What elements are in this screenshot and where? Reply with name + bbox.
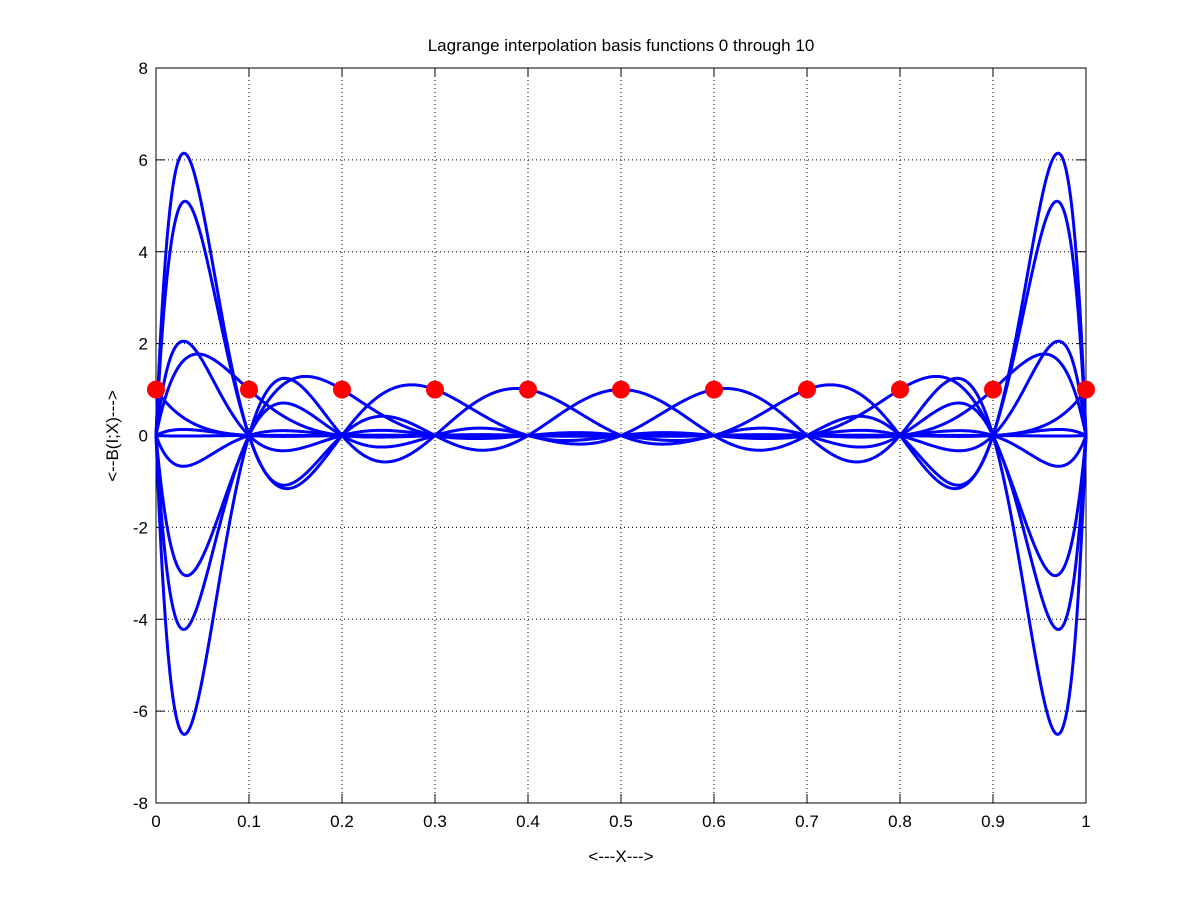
x-tick-label: 0.1 — [237, 812, 261, 831]
node-marker — [705, 380, 723, 399]
chart-title: Lagrange interpolation basis functions 0… — [428, 36, 815, 55]
x-tick-label: 0 — [151, 812, 160, 831]
ticks: 0 0.1 0.2 0.3 0.4 0.5 0.6 0.7 0.8 0.9 1 -8 -6 -4 -2 0 2 4… — [133, 59, 1091, 831]
node-marker — [891, 380, 909, 399]
node-marker — [612, 380, 630, 399]
x-tick-label: 0.4 — [516, 812, 540, 831]
x-tick-label: 0.5 — [609, 812, 633, 831]
y-tick-label: -4 — [133, 610, 148, 629]
node-marker — [333, 380, 351, 399]
y-tick-label: 8 — [139, 59, 148, 78]
x-tick-label: 0.3 — [423, 812, 447, 831]
x-tick-label: 0.9 — [981, 812, 1005, 831]
node-marker — [426, 380, 444, 399]
x-tick-label: 0.6 — [702, 812, 726, 831]
node-marker — [519, 380, 537, 399]
x-axis-label: <---X---> — [588, 847, 653, 866]
y-tick-label: -2 — [133, 518, 148, 537]
y-tick-label: 0 — [139, 427, 148, 446]
y-tick-label: -8 — [133, 794, 148, 813]
basis-curves — [154, 151, 1088, 736]
node-marker — [240, 380, 258, 399]
node-markers — [147, 380, 1095, 399]
y-tick-label: 2 — [139, 335, 148, 354]
y-tick-label: -6 — [133, 702, 148, 721]
y-axis-label: <--B(I;X)---> — [103, 390, 122, 482]
node-marker — [147, 380, 165, 399]
y-tick-label: 4 — [139, 243, 148, 262]
node-marker — [798, 380, 816, 399]
node-marker — [984, 380, 1002, 399]
x-tick-label: 0.8 — [888, 812, 912, 831]
x-tick-label: 0.2 — [330, 812, 354, 831]
node-marker — [1077, 380, 1095, 399]
x-tick-label: 0.7 — [795, 812, 819, 831]
x-tick-label: 1 — [1081, 812, 1090, 831]
basis-curve — [155, 388, 1088, 438]
y-tick-label: 6 — [139, 151, 148, 170]
